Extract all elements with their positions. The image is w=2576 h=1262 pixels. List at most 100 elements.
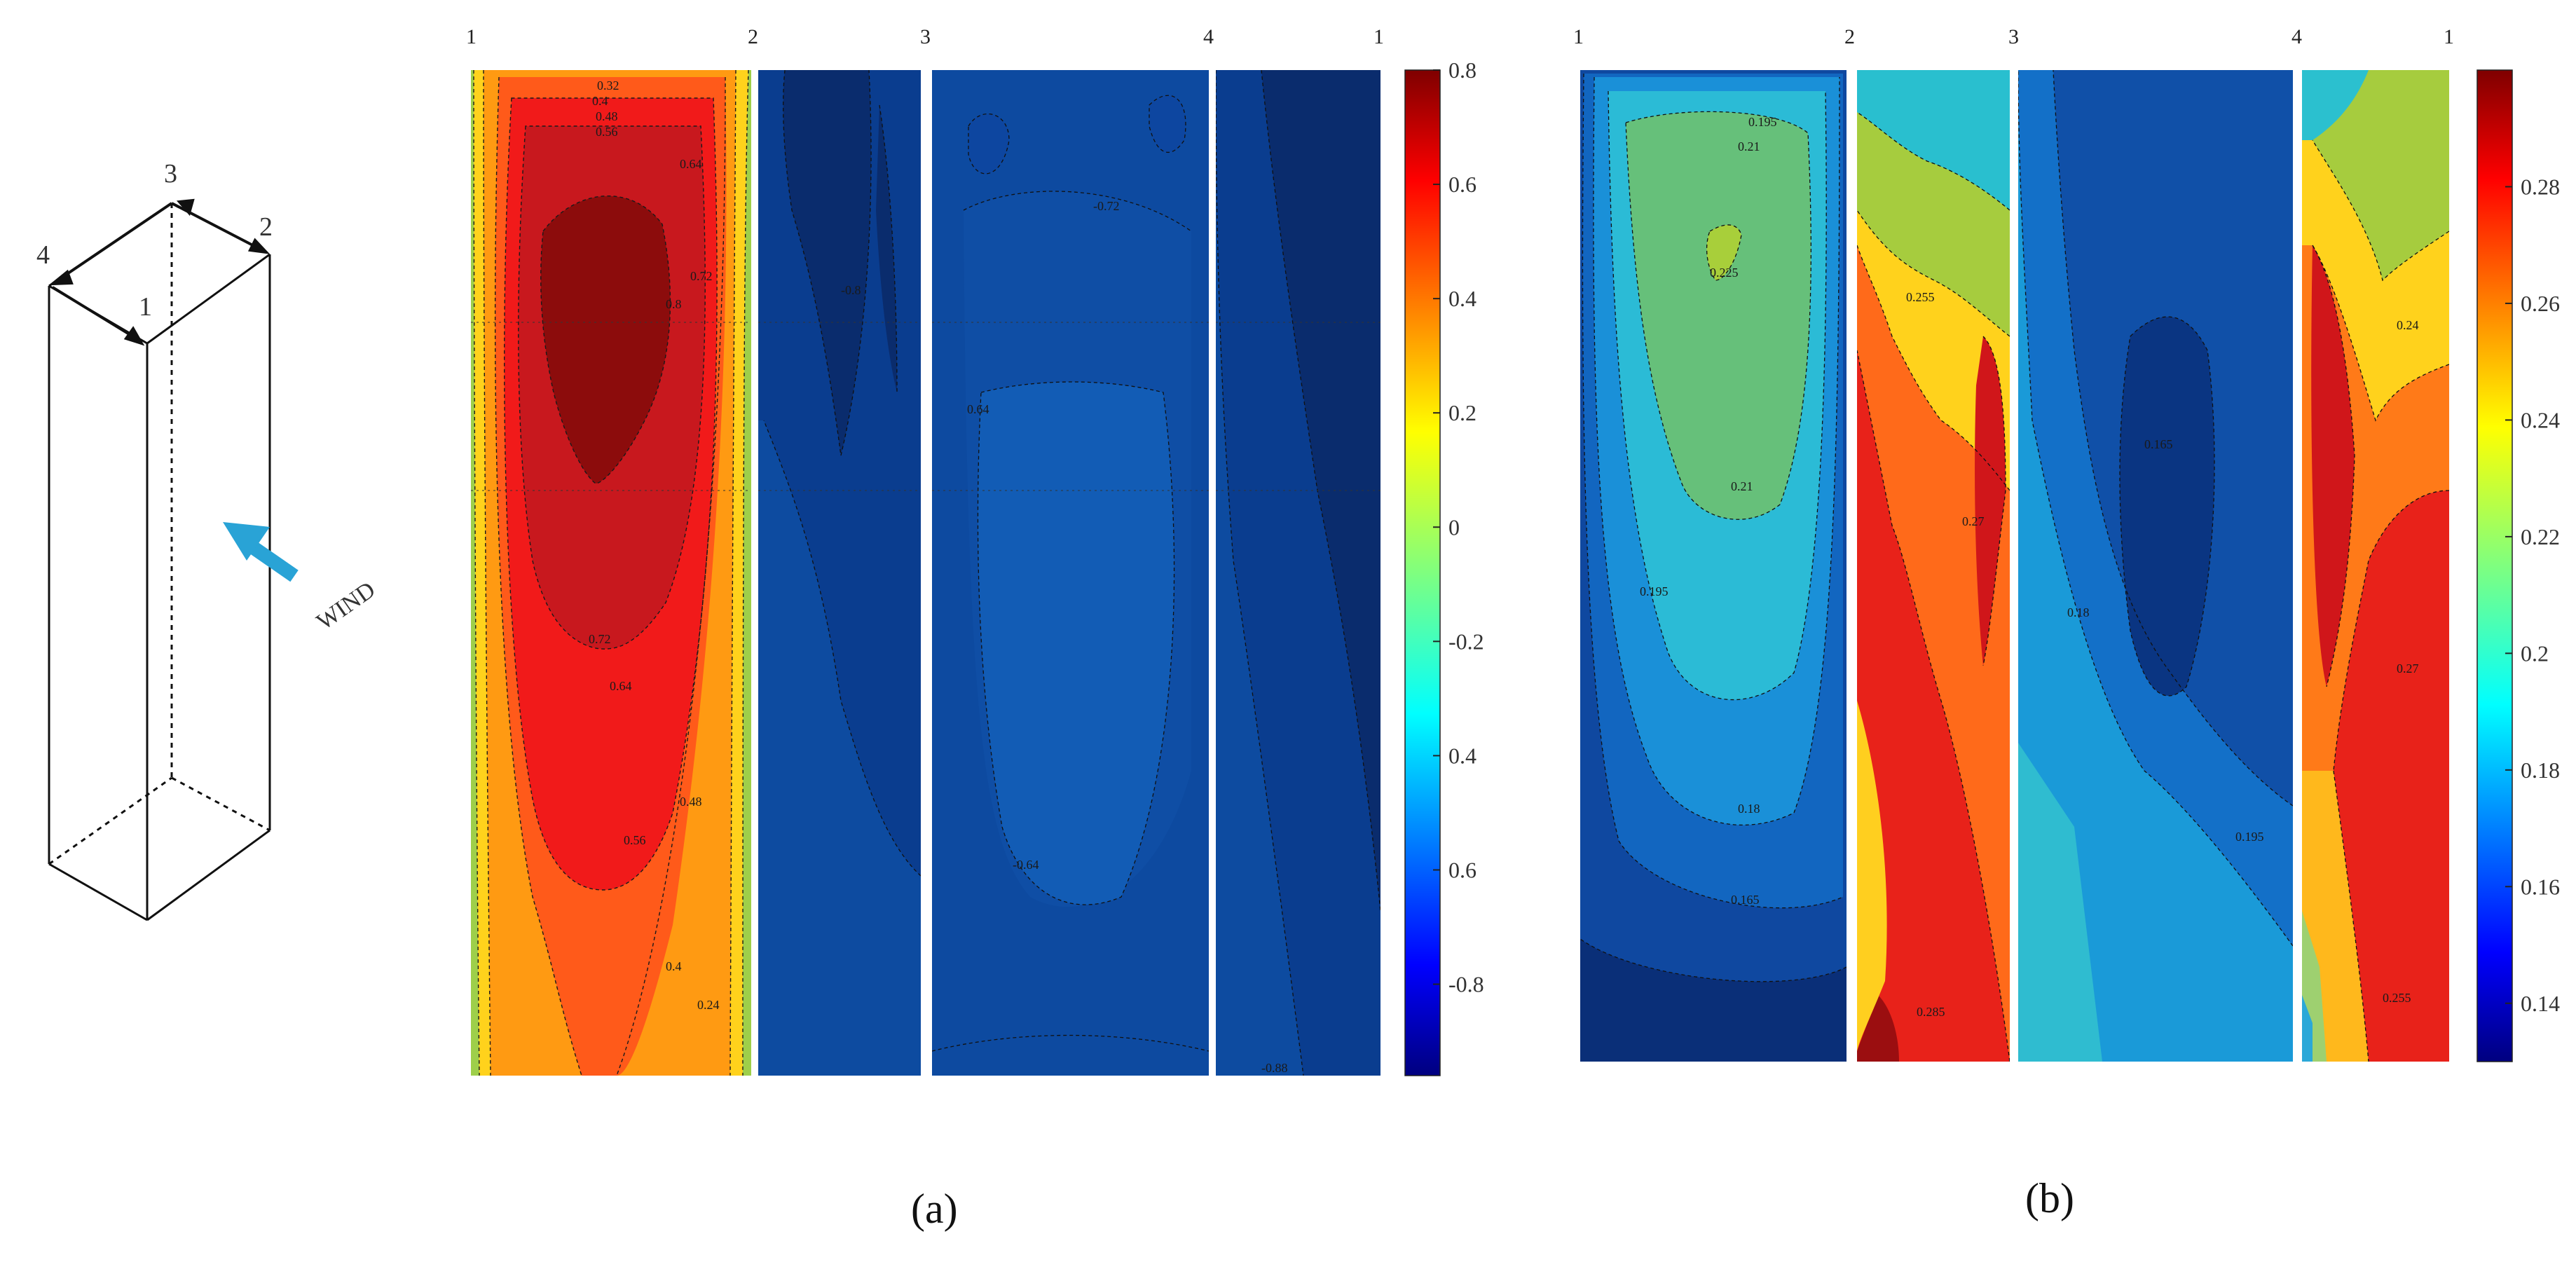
- contour-fill: [876, 105, 897, 392]
- contour-label: -0.8: [841, 283, 861, 297]
- contour-lines: [1857, 111, 2010, 1062]
- contour-fill: [2302, 70, 2449, 280]
- face-edge-label: 3: [920, 25, 931, 48]
- contour-fill: [932, 70, 1209, 1076]
- contour-label: 0.255: [2383, 991, 2411, 1005]
- contour-label: 0.4: [666, 959, 682, 973]
- face-a-windward: [471, 70, 751, 1076]
- face-edge-label: 1: [466, 25, 477, 48]
- face-edge-label: 4: [2291, 25, 2302, 48]
- contour-label: 0.165: [1731, 893, 1760, 907]
- contour-label: 0.64: [610, 679, 632, 693]
- wind-label: WIND: [312, 577, 380, 635]
- contour-label: 0.18: [1738, 802, 1760, 816]
- face-a-side-1: [758, 70, 921, 1076]
- colorbar-tick-label: 0.26: [2521, 291, 2560, 316]
- contour-fill: [1857, 70, 2010, 210]
- corner-label-3: 3: [164, 159, 177, 188]
- corner-label-1: 1: [139, 292, 152, 322]
- contour-label: 0.255: [1906, 290, 1935, 304]
- contour-label: 0.8: [666, 297, 682, 311]
- face-b-windward: [1580, 70, 1847, 1062]
- building-outline: [48, 202, 271, 921]
- contour-label: 0.165: [2144, 437, 2173, 451]
- contour-label: 0.72: [589, 632, 611, 646]
- contour-fill: [2302, 70, 2369, 140]
- panel-label-b: (b): [2025, 1175, 2074, 1221]
- colorbar-tick-label: 0.18: [2521, 757, 2560, 783]
- hidden-edges: [48, 203, 270, 865]
- contour-fill: [1626, 111, 1811, 520]
- colorbar-tick-label: 0: [1448, 514, 1460, 540]
- contour-label: 0.21: [1731, 479, 1753, 493]
- contour-lines: [473, 70, 749, 1076]
- colorbar-tick-label: 0.24: [2521, 407, 2560, 432]
- contour-label: 0.24: [697, 998, 720, 1012]
- face-a-side-2: [1216, 70, 1381, 1076]
- contour-fill: [2302, 995, 2313, 1062]
- contour-label: 0.195: [2235, 830, 2264, 844]
- contour-lines: [2312, 139, 2449, 1062]
- colorbar-b: [2476, 69, 2513, 1062]
- colorbar-tick-label: 0.4: [1448, 286, 1477, 311]
- contour-label: 0.48: [596, 109, 618, 123]
- face-edge-label: 2: [748, 25, 758, 48]
- face-b-side-1: [1857, 70, 2010, 1062]
- contour-fill: [540, 196, 671, 483]
- contour-fill: [1857, 701, 1887, 1051]
- corner-label-4: 4: [36, 240, 50, 270]
- colorbar-tick-label: 0.22: [2521, 524, 2560, 549]
- contour-fill: [1261, 70, 1381, 911]
- face-b-side-2: [2302, 70, 2449, 1062]
- contour-label: 0.27: [1962, 514, 1985, 528]
- panel-label-a: (a): [911, 1186, 958, 1232]
- building-schematic: 1 2 3 4 WIND: [36, 159, 380, 921]
- contour-label: 0.56: [624, 833, 646, 847]
- wind-arrow-icon: [223, 522, 299, 582]
- colorbar-tick-label: -0.2: [1448, 629, 1484, 654]
- contour-label: 0.64: [680, 157, 702, 171]
- colorbar-tick-label: 0.8: [1448, 57, 1477, 83]
- contour-fill: [968, 114, 1009, 174]
- panel-a: 0.32 0.4 0.48 0.56 0.64 0.72 0.8 0.72 0.…: [466, 25, 1484, 1232]
- face-edge-label: 2: [1844, 25, 1855, 48]
- contour-label: 0.24: [2397, 318, 2419, 332]
- colorbar-b-ticks: 0.28 0.26 0.24 0.22 0.2 0.18 0.16 0.14: [2505, 174, 2560, 1016]
- contour-label: 0.195: [1748, 115, 1777, 129]
- contour-label: 0.21: [1738, 139, 1760, 153]
- colorbar-tick-label: 0.16: [2521, 874, 2560, 899]
- colorbar-tick-label: 0.28: [2521, 174, 2560, 199]
- colorbar-tick-label: 0.6: [1448, 172, 1477, 197]
- contour-label: 0.4: [592, 94, 608, 108]
- contour-label: 0.48: [680, 795, 702, 809]
- contour-label: 0.56: [596, 125, 618, 139]
- contour-label: 0.64: [967, 402, 989, 416]
- panel-b: 0.195 0.21 0.225 0.21 0.195 0.18 0.165 0…: [1573, 25, 2560, 1221]
- contour-fill: [1706, 224, 1741, 280]
- face-edge-label: 1: [2444, 25, 2454, 48]
- corner-label-2: 2: [259, 212, 273, 242]
- colorbar-tick-label: 0.2: [1448, 400, 1477, 425]
- contour-label: 0.285: [1917, 1005, 1945, 1019]
- colorbar-tick-label: 0.6: [1448, 857, 1477, 882]
- face-edge-label: 4: [1203, 25, 1214, 48]
- contour-label: -0.64: [1013, 858, 1039, 872]
- contour-lines: [2018, 70, 2293, 947]
- contour-label: -0.72: [1093, 199, 1120, 213]
- contour-fill: [978, 382, 1174, 905]
- contour-label: 0.32: [597, 78, 619, 92]
- face-a-leeward: [932, 70, 1209, 1076]
- contour-fill: [1149, 95, 1186, 153]
- contour-lines: [763, 70, 921, 877]
- contour-fill: [2120, 317, 2214, 697]
- contour-label: 0.195: [1640, 584, 1669, 598]
- contour-fill: [783, 70, 872, 455]
- contour-fill: [2018, 743, 2102, 1062]
- contour-label: 0.18: [2067, 605, 2090, 619]
- contour-label: -0.88: [1261, 1061, 1288, 1075]
- face-b-leeward: [2018, 70, 2293, 1062]
- colorbar-a-ticks: 0.8 0.6 0.4 0.2 0 -0.2 0.4 0.6 -0.8: [1433, 57, 1484, 997]
- colorbar-tick-label: 0.14: [2521, 991, 2560, 1016]
- contour-label: 0.27: [2397, 661, 2419, 675]
